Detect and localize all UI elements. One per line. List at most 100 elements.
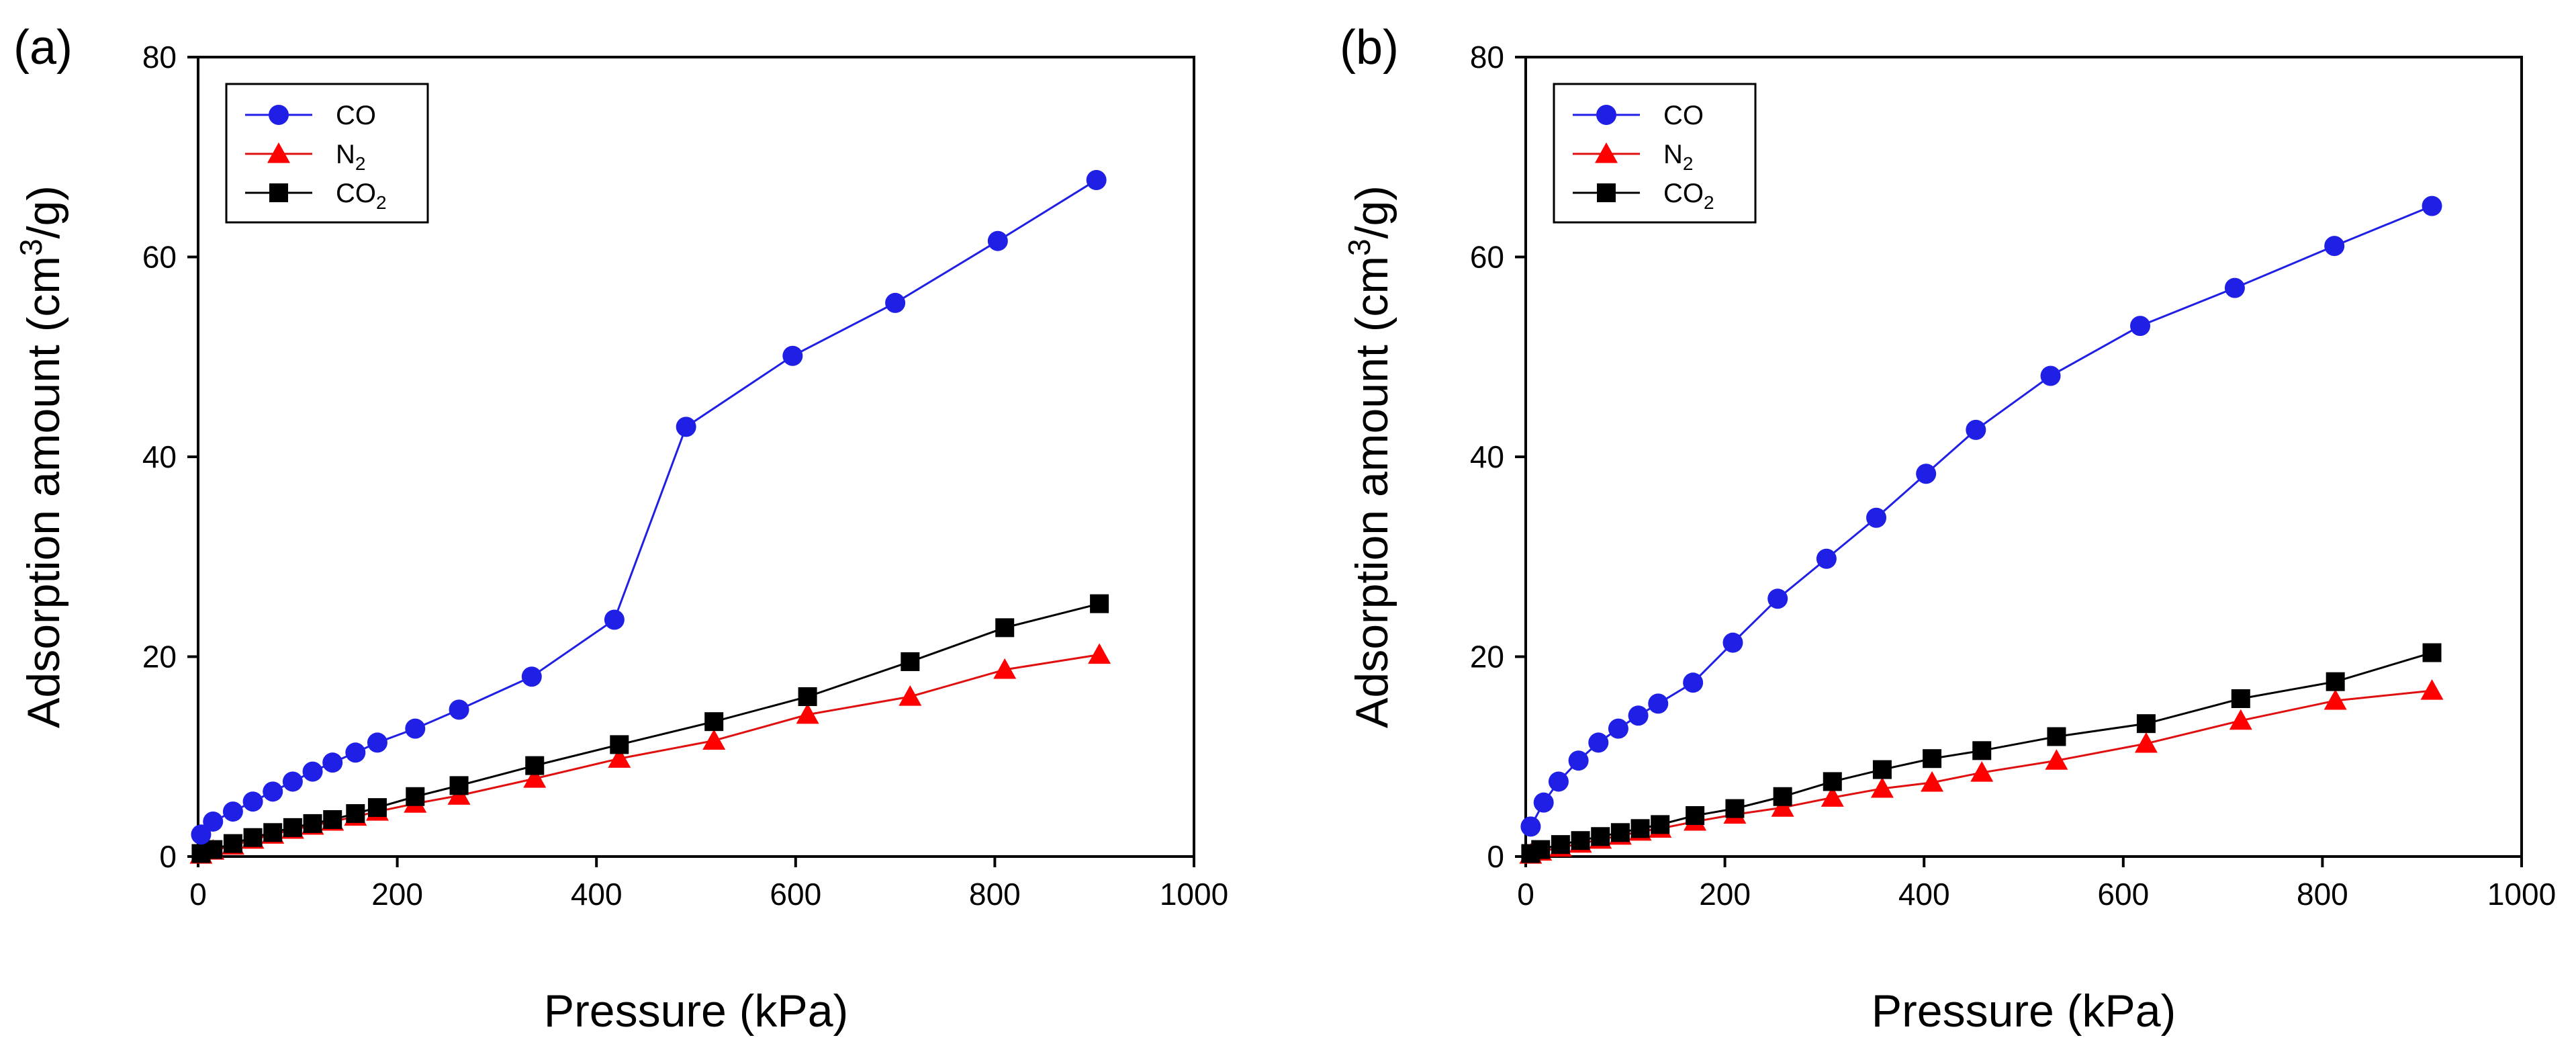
data-point-co	[449, 699, 469, 720]
series-co2	[1521, 643, 2442, 863]
data-point-co	[521, 666, 542, 687]
data-point-co	[345, 742, 366, 763]
legend-label-main: N	[336, 140, 355, 169]
x-tick-label: 400	[571, 877, 623, 912]
y-axis-title-superscript: 3	[1342, 238, 1377, 256]
data-point-n2	[1921, 771, 1944, 792]
data-point-co	[191, 824, 212, 845]
data-point-n2	[2324, 689, 2347, 710]
data-point-co	[302, 761, 323, 782]
data-point-co	[885, 292, 906, 313]
legend-marker-co	[1596, 105, 1616, 125]
legend-label-subscript: 2	[355, 153, 366, 174]
x-tick-label: 0	[1517, 877, 1534, 912]
data-point-co	[263, 781, 283, 802]
y-tick-label: 0	[1487, 839, 1504, 874]
data-point-co2	[2422, 643, 2442, 662]
data-point-co	[2130, 316, 2151, 337]
y-axis-title-base: Adsorption amount (cm	[1346, 256, 1397, 728]
data-point-n2	[702, 729, 726, 750]
data-point-co2	[2231, 689, 2250, 708]
x-tick-label: 800	[2297, 877, 2348, 912]
data-point-co2	[1551, 835, 1570, 855]
data-point-co2	[203, 840, 223, 859]
data-point-n2	[1771, 796, 1794, 817]
data-point-co	[676, 417, 696, 437]
data-point-co2	[610, 735, 629, 754]
data-point-co	[2040, 365, 2061, 386]
x-axis-title: Pressure (kPa)	[1872, 986, 2176, 1037]
x-tick-label: 200	[371, 877, 423, 912]
chart-panel-b: (b) 0 200 400 600 800 1000 0 20 40 60 80 Pressure (k…	[1340, 21, 2556, 1037]
y-axis-title-tail: /g)	[1346, 185, 1397, 238]
data-point-co	[782, 345, 803, 366]
series-co2	[191, 594, 1109, 863]
data-point-co	[987, 230, 1008, 251]
panel-label: (a)	[13, 21, 73, 75]
data-point-co2	[243, 828, 263, 847]
legend-label-co2: CO2	[336, 179, 387, 213]
x-tick-label: 1000	[2487, 877, 2556, 912]
data-point-n2	[1088, 643, 1111, 664]
data-point-co	[203, 811, 224, 832]
x-tick-label: 200	[1699, 877, 1751, 912]
data-point-co2	[1773, 787, 1792, 806]
data-point-co2	[1686, 806, 1705, 826]
data-point-co2	[1923, 749, 1942, 769]
y-tick-label: 60	[142, 240, 177, 275]
data-point-co	[2224, 277, 2245, 298]
data-point-co	[604, 609, 625, 630]
data-point-co2	[901, 652, 920, 671]
data-point-co2	[995, 618, 1015, 638]
data-point-co	[322, 752, 343, 773]
data-point-co	[1628, 705, 1649, 726]
data-point-co2	[1872, 760, 1892, 779]
y-tick-label: 60	[1470, 240, 1504, 275]
data-point-co2	[798, 687, 817, 706]
data-point-co2	[1571, 831, 1590, 850]
data-point-co	[1916, 464, 1937, 484]
legend-label-subscript: 2	[1704, 192, 1714, 213]
legend-label-main: N	[1663, 140, 1683, 169]
legend-label-main: CO	[1663, 179, 1704, 208]
data-point-co	[2324, 236, 2345, 257]
data-point-n2	[993, 658, 1017, 679]
data-point-co2	[449, 776, 469, 795]
data-point-co2	[283, 818, 302, 837]
legend-label-subscript: 2	[1683, 153, 1694, 174]
y-axis-title-superscript: 3	[13, 238, 48, 256]
data-point-n2	[2229, 709, 2252, 730]
data-point-co2	[1725, 799, 1745, 818]
y-tick-label: 80	[142, 40, 177, 75]
data-point-co2	[2047, 727, 2066, 746]
series-n2	[189, 643, 1111, 864]
data-point-co	[1568, 750, 1589, 771]
data-point-co2	[1090, 594, 1109, 613]
data-point-n2	[1821, 786, 1844, 807]
data-point-co	[242, 791, 263, 812]
series-line-co	[1530, 205, 2433, 828]
data-point-n2	[2045, 749, 2068, 770]
data-point-co2	[704, 712, 724, 732]
data-point-co	[1588, 732, 1609, 753]
data-point-co	[1648, 693, 1669, 714]
legend-label-subscript: 2	[376, 192, 387, 213]
y-tick-label: 40	[1470, 439, 1504, 474]
data-point-co	[1608, 718, 1628, 739]
data-point-co2	[1630, 819, 1650, 838]
data-point-n2	[523, 767, 547, 788]
chart-panel-a: (a) 0 200 400 600 800 1000 0 20 40 60 80 Pressure (k…	[13, 21, 1228, 1037]
panel-label: (b)	[1340, 21, 1399, 75]
data-point-co	[282, 771, 303, 792]
legend-marker-co2	[1597, 183, 1616, 202]
legend-label-n2: N2	[336, 140, 365, 174]
legend-label-main: CO	[336, 101, 376, 130]
data-point-co	[1966, 419, 1986, 440]
x-tick-label: 600	[2097, 877, 2149, 912]
data-point-co	[367, 732, 387, 753]
legend-label-main: CO	[1663, 101, 1704, 130]
data-point-co	[1548, 771, 1569, 792]
